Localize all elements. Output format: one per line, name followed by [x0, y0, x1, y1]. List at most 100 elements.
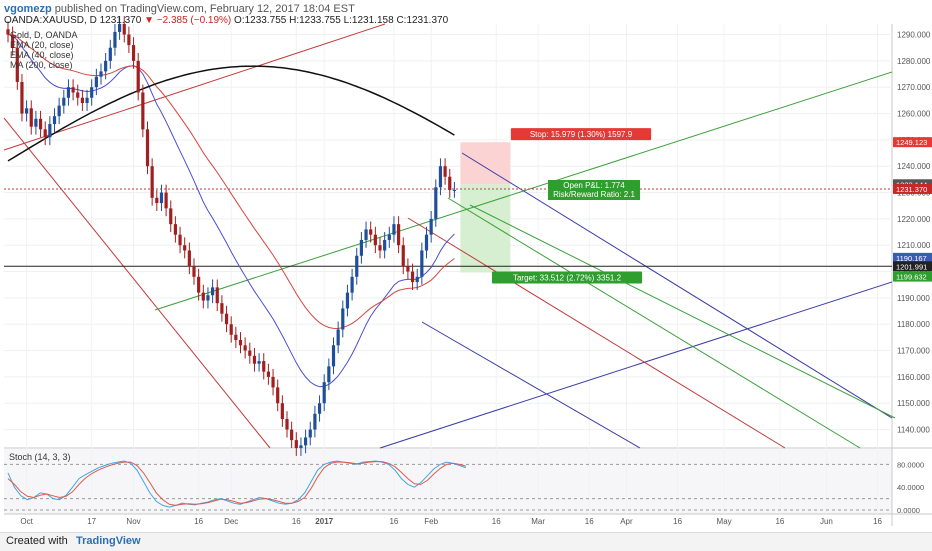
y-tick-label: 1220.000: [897, 215, 931, 224]
y-tick-label: 1280.000: [897, 57, 931, 66]
x-tick-label: 16: [292, 517, 301, 526]
stop-label: Stop: 15.979 (1.30%) 1597.9: [530, 130, 633, 139]
candle-body: [159, 192, 164, 204]
candle-body: [397, 224, 401, 246]
candle-body: [141, 92, 145, 130]
candle-body: [62, 97, 66, 106]
candle-body: [448, 176, 452, 190]
rr-label: Risk/Reward Ratio: 2.1: [553, 190, 635, 199]
candle-body: [201, 292, 205, 301]
candle-body: [336, 329, 340, 346]
candle-body: [215, 287, 219, 304]
x-tick-label: 16: [389, 517, 398, 526]
candle-body: [80, 97, 84, 104]
pnl-label: Open P&L: 1.774: [563, 181, 625, 190]
candle-body: [429, 218, 433, 235]
footer-bar: Created with TradingView: [0, 532, 932, 551]
candle-body: [94, 76, 98, 88]
y-tick-label: 1140.000: [897, 426, 930, 435]
high-value: H:1233.755: [289, 15, 341, 26]
legend-ma200[interactable]: MA (200, close): [10, 60, 73, 70]
stop-label-bg: [510, 128, 652, 141]
x-tick-label: 17: [87, 517, 96, 526]
pitchfork-line: [469, 204, 896, 419]
candle-body: [169, 208, 173, 225]
candle-body: [164, 192, 168, 209]
candle-body: [234, 334, 238, 341]
author-link[interactable]: vgomezp: [4, 3, 52, 15]
pitchfork-line: [407, 217, 786, 449]
candle-body: [266, 371, 270, 377]
x-tick-label: Mar: [531, 517, 545, 526]
candle-body: [406, 266, 410, 272]
stop-price-badge-bg: [893, 137, 932, 148]
candle-body: [401, 245, 405, 267]
candle-body: [280, 403, 284, 420]
candle-body: [15, 47, 19, 82]
low-value: L:1231.158: [343, 15, 394, 26]
candle-body: [43, 129, 47, 138]
indicator-legend: Gold, D, OANDA EMA (20, close) EMA (40, …: [10, 30, 78, 70]
created-with: Created with: [6, 535, 68, 547]
stoch-k-line: [7, 460, 467, 508]
tradingview-logo[interactable]: TradingView: [76, 535, 141, 547]
target-price-badge: 1199.632: [896, 273, 927, 282]
candle-body: [52, 116, 57, 125]
candle-body: [71, 87, 75, 93]
candle-body: [443, 166, 447, 177]
stoch-d-line: [7, 461, 467, 506]
y-tick-label: 1290.000: [897, 31, 931, 40]
ohlc-line: OANDA:XAUUSD, D 1231.370 ▼ −2.385 (−0.19…: [4, 15, 448, 26]
y-tick-label: 1170.000: [897, 347, 930, 356]
candle-body: [99, 71, 103, 77]
candle-body: [378, 245, 382, 251]
candle-body: [113, 31, 117, 48]
candle-body: [34, 118, 38, 127]
legend-ema20[interactable]: EMA (20, close): [10, 40, 74, 50]
x-tick-label: Oct: [20, 517, 33, 526]
stoch-pane: [4, 449, 892, 514]
y-tick-label: 1240.000: [897, 162, 931, 171]
legend-title[interactable]: Gold, D, OANDA: [10, 30, 78, 40]
target-zone: [460, 184, 511, 273]
candle-body: [262, 361, 266, 372]
candle-body: [294, 440, 298, 448]
candle-body: [155, 197, 159, 204]
pitchfork-line: [421, 321, 641, 449]
candle-body: [183, 245, 187, 251]
stop-price-badge: 1249.123: [896, 138, 927, 147]
ma200-line: [7, 65, 455, 162]
x-tick-label: 16: [673, 517, 682, 526]
candle-body: [127, 34, 131, 46]
candle-body: [76, 92, 80, 98]
stoch-legend[interactable]: Stoch (14, 3, 3): [9, 452, 71, 462]
x-tick-label: 16: [775, 517, 784, 526]
x-tick-label: Jun: [820, 517, 833, 526]
upper-open-badge-bg: [893, 252, 932, 263]
y-tick-label: 1270.000: [897, 83, 931, 92]
candle-body: [341, 308, 345, 330]
current-price-badge: 1231.370: [896, 185, 927, 194]
legend-ema40[interactable]: EMA (40, close): [10, 50, 74, 60]
y-tick-label: 1260.000: [897, 110, 931, 119]
stoch-tick-label: 0.0000: [897, 506, 920, 515]
candle-body: [276, 387, 280, 404]
entry-price-badge-bg: [893, 261, 932, 272]
candle-body: [229, 324, 233, 335]
candle-body: [364, 229, 368, 240]
candle-body: [420, 250, 424, 277]
pnl-label-bg: [548, 180, 640, 200]
candle-body: [85, 97, 89, 104]
candle-body: [104, 60, 108, 72]
candle-body: [57, 105, 61, 117]
candle-body: [359, 239, 363, 256]
candle-body: [452, 189, 456, 191]
x-tick-label: May: [717, 517, 732, 526]
candle-body: [6, 29, 10, 35]
candle-body: [331, 345, 336, 367]
candle-body: [387, 234, 391, 240]
candle-body: [350, 276, 354, 293]
candle-body: [355, 255, 359, 277]
y-tick-label: 1190.000: [897, 294, 930, 303]
